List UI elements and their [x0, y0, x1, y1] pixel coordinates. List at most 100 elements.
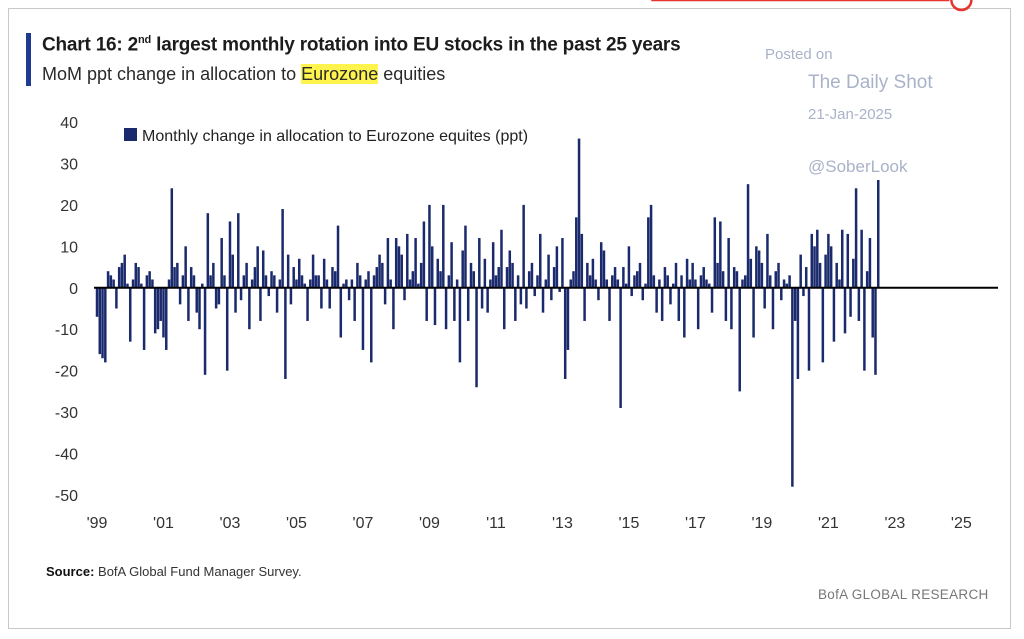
bar: [231, 254, 234, 288]
bar: [261, 250, 265, 288]
bar: [666, 275, 669, 288]
bar: [691, 262, 694, 288]
bar: [652, 275, 656, 288]
bar: [658, 279, 661, 288]
bar: [599, 242, 603, 288]
bar: [472, 271, 476, 288]
bar: [148, 271, 151, 288]
bar: [237, 213, 240, 288]
bar: [403, 287, 406, 301]
bar: [755, 246, 758, 288]
bar: [804, 267, 808, 288]
bar: [525, 287, 528, 309]
bar: [780, 287, 783, 301]
bar: [713, 217, 717, 288]
chart-subtitle-post: equities: [378, 64, 446, 84]
bar: [284, 287, 287, 379]
bar: [505, 267, 509, 288]
bar: [339, 287, 343, 338]
bar: [721, 271, 725, 288]
bar: [763, 287, 766, 309]
bar: [270, 271, 273, 288]
bar: [245, 262, 248, 288]
bar: [297, 258, 301, 288]
bar: [871, 287, 874, 338]
bar: [727, 238, 730, 288]
bar: [195, 287, 198, 313]
chart-subtitle-pre: MoM ppt change in allocation to: [42, 64, 302, 84]
bar: [212, 262, 215, 288]
bar: [616, 279, 620, 288]
bar: [774, 271, 777, 288]
bar: [184, 246, 187, 288]
bar: [594, 279, 597, 288]
bar: [710, 287, 714, 313]
x-tick-label: '09: [419, 515, 440, 532]
bar: [580, 233, 584, 288]
bar: [849, 287, 852, 317]
bar: [785, 283, 789, 288]
bar: [489, 279, 492, 288]
bar: [106, 271, 110, 288]
bar: [744, 275, 747, 288]
bar: [860, 229, 863, 288]
bar: [555, 246, 559, 288]
bar: [378, 254, 381, 288]
bar: [214, 287, 218, 309]
bar: [162, 287, 165, 338]
bar: [497, 267, 500, 288]
bar: [453, 287, 456, 321]
bar: [411, 271, 415, 288]
bar: [433, 287, 437, 326]
bar: [345, 279, 348, 288]
bar: [799, 254, 802, 288]
bar: [367, 271, 370, 288]
bar: [275, 287, 279, 313]
bar: [422, 221, 426, 288]
bar: [547, 254, 550, 288]
x-tick-label: '25: [951, 515, 972, 532]
bar: [101, 287, 104, 359]
bar: [281, 209, 284, 288]
bar: [198, 287, 201, 330]
y-tick-label: -40: [55, 447, 78, 464]
bar: [386, 238, 390, 288]
bar: [777, 262, 780, 288]
legend-swatch: [124, 128, 137, 141]
bar: [746, 184, 750, 288]
bar: [375, 267, 379, 288]
bar: [503, 287, 506, 330]
bar: [810, 233, 814, 288]
bar: [480, 287, 484, 309]
bar: [647, 217, 650, 288]
bar: [372, 275, 376, 288]
chart-subtitle-highlight: Eurozone: [301, 64, 379, 84]
bar: [857, 287, 861, 321]
bar: [286, 254, 290, 288]
bar: [677, 287, 681, 321]
bar: [381, 262, 384, 288]
bar: [605, 279, 608, 288]
bar: [796, 287, 800, 379]
bar: [137, 267, 140, 288]
bar: [104, 287, 107, 363]
bar: [408, 279, 412, 288]
legend-label: Monthly change in allocation to Eurozone…: [142, 128, 528, 145]
bar: [151, 279, 154, 288]
bar: [383, 287, 387, 305]
bar: [536, 275, 539, 288]
bar: [115, 287, 118, 309]
bar: [389, 279, 392, 288]
bar: [112, 279, 115, 288]
bar: [680, 275, 683, 288]
bar: [250, 279, 254, 288]
bar: [508, 250, 512, 288]
chart-title-suffix: largest monthly rotation into EU stocks …: [151, 34, 681, 56]
chart-subtitle: MoM ppt change in allocation to Eurozone…: [42, 64, 445, 85]
bar: [735, 271, 739, 288]
bar: [201, 283, 204, 288]
bar: [353, 287, 356, 321]
watermark-handle: @SoberLook: [808, 157, 908, 176]
bar: [566, 287, 570, 350]
